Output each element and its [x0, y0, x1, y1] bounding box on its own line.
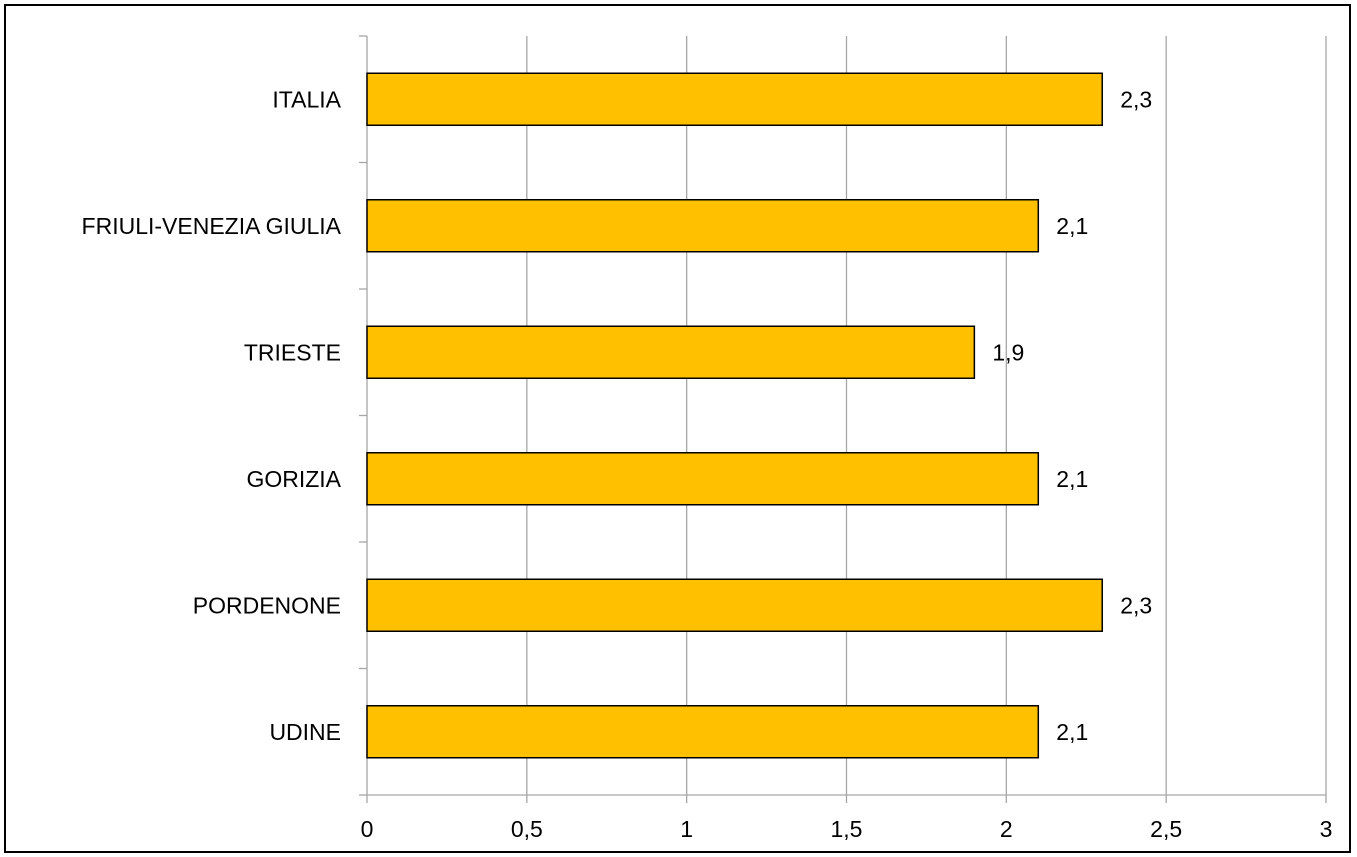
bar	[366, 452, 1040, 506]
bar	[366, 199, 1040, 253]
x-tick-label: 3	[1320, 816, 1333, 842]
x-tick-label: 1	[680, 816, 693, 842]
category-label: GORIZIA	[246, 466, 341, 492]
bar	[366, 72, 1103, 126]
category-label: FRIULI-VENEZIA GIULIA	[82, 213, 342, 239]
category-label: TRIESTE	[244, 339, 341, 365]
bars	[366, 72, 1103, 759]
labels: 0 0,5 1 1,5 2 2,5 3 ITALIA 2,3 FRIULI-VENEZIA GIU…	[82, 86, 1333, 842]
gridlines	[526, 36, 1327, 795]
x-tick-label: 0,5	[511, 816, 543, 842]
bar	[366, 325, 976, 379]
data-label: 1,9	[992, 339, 1024, 365]
bar	[366, 578, 1103, 632]
axes	[359, 35, 1327, 803]
category-label: ITALIA	[272, 86, 341, 112]
x-tick-label: 2,5	[1150, 816, 1182, 842]
data-label: 2,3	[1120, 86, 1152, 112]
x-tick-label: 0	[361, 816, 374, 842]
category-label: UDINE	[269, 719, 341, 745]
data-label: 2,1	[1056, 213, 1088, 239]
x-tick-label: 1,5	[831, 816, 863, 842]
data-label: 2,1	[1056, 466, 1088, 492]
data-label: 2,1	[1056, 719, 1088, 745]
data-label: 2,3	[1120, 592, 1152, 618]
x-tick-label: 2	[1000, 816, 1013, 842]
category-label: PORDENONE	[193, 592, 341, 618]
bar	[366, 705, 1040, 759]
